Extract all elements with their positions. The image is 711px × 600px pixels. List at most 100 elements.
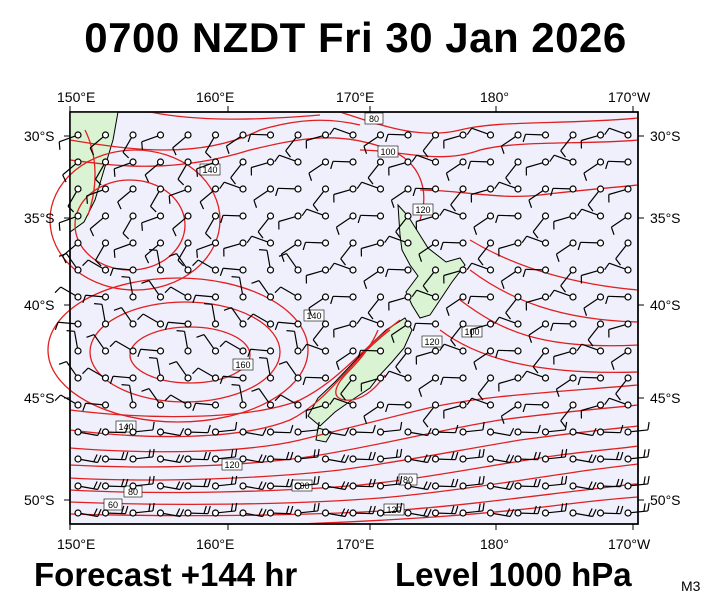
station-circle (101, 266, 110, 274)
barb-feather (587, 204, 594, 212)
barb-feather (533, 451, 537, 460)
barb-shaft (581, 270, 598, 277)
barb-feather (478, 503, 481, 512)
station-circle (349, 347, 357, 355)
contour-label: 100 (377, 145, 399, 158)
station-circle (541, 455, 550, 463)
station-circle (321, 266, 330, 274)
barb-shaft (383, 456, 401, 460)
station-circle (596, 482, 605, 490)
station-circle (431, 293, 440, 301)
station-circle (624, 428, 632, 436)
barb-feather (427, 481, 432, 490)
barb-feather (317, 421, 320, 431)
barb-shaft (388, 297, 406, 304)
barb-feather (219, 340, 227, 348)
station-circle (459, 401, 467, 409)
barb-feather (262, 454, 267, 463)
barb-feather (150, 205, 157, 213)
station-circle (569, 374, 577, 382)
station-circle (321, 293, 330, 301)
barb-shaft (66, 361, 77, 376)
barb-feather (587, 339, 594, 347)
station-circle (156, 185, 165, 193)
station-circle (431, 320, 440, 328)
barb-shaft (560, 271, 572, 287)
station-circle (156, 293, 165, 301)
barb-feather (120, 505, 125, 514)
barb-shaft (360, 214, 378, 217)
barb-feather (583, 307, 588, 316)
barb-shaft (89, 217, 104, 230)
barb-feather (537, 451, 541, 460)
barb-shaft (520, 485, 539, 488)
barb-feather (604, 127, 610, 136)
barb-shaft (293, 331, 299, 349)
barb-feather (340, 454, 346, 463)
barb-shaft (177, 164, 188, 180)
barb-feather (274, 286, 282, 294)
barb-shaft (306, 343, 323, 351)
barb-shaft (611, 352, 626, 363)
station-circle (321, 212, 330, 220)
barb-shaft (471, 397, 488, 405)
station-circle (349, 293, 357, 301)
barb-shaft (334, 397, 351, 405)
barb-shaft (58, 321, 76, 325)
barb-shaft (114, 162, 131, 170)
station-circle (376, 185, 385, 193)
station-circle (431, 455, 440, 463)
barb-feather (144, 255, 150, 264)
barb-feather (289, 505, 294, 514)
barb-shaft (278, 321, 296, 325)
barb-feather (257, 231, 264, 239)
station-circle (569, 320, 577, 328)
station-circle (624, 401, 632, 409)
contour-label-text: 60 (108, 500, 118, 510)
station-circle (376, 293, 385, 301)
barb-shaft (117, 190, 132, 203)
barb-feather (317, 502, 320, 512)
station-circle (239, 239, 247, 247)
barb-shaft (218, 429, 236, 433)
barb-feather (619, 424, 624, 433)
barb-shaft (497, 214, 516, 217)
barb-shaft (306, 270, 323, 277)
station-circle (541, 482, 550, 490)
barb-feather (647, 475, 650, 485)
station-circle (321, 347, 330, 355)
barb-shaft (286, 253, 297, 268)
station-circle (239, 401, 247, 409)
barb-feather (390, 334, 395, 343)
barb-shaft (416, 154, 433, 162)
barb-feather (141, 222, 144, 231)
barb-shaft (306, 208, 323, 216)
barb-feather (482, 475, 485, 485)
lat-label-left: 35°S (24, 210, 55, 226)
barb-feather (385, 404, 389, 413)
barb-shaft (387, 133, 406, 136)
station-circle (404, 428, 412, 436)
barb-feather (533, 478, 537, 487)
station-circle (184, 482, 192, 490)
station-circle (101, 509, 110, 517)
station-circle (541, 185, 550, 193)
barb-feather (560, 285, 566, 293)
barb-shaft (62, 163, 77, 176)
lat-label-left: 45°S (24, 390, 55, 406)
barb-feather (583, 172, 588, 181)
barb-feather (592, 427, 597, 436)
barb-feather (367, 312, 374, 320)
barb-feather (505, 481, 511, 490)
barb-shaft (444, 343, 461, 351)
barb-shaft (442, 376, 461, 379)
station-circle (404, 131, 412, 139)
station-circle (294, 482, 302, 490)
barb-shaft (410, 431, 428, 437)
barb-shaft (471, 127, 488, 135)
barb-shaft (66, 253, 77, 268)
contour-label-text: 120 (424, 337, 439, 347)
barb-feather (477, 393, 484, 401)
barb-shaft (556, 244, 571, 255)
barb-shaft (250, 133, 268, 136)
